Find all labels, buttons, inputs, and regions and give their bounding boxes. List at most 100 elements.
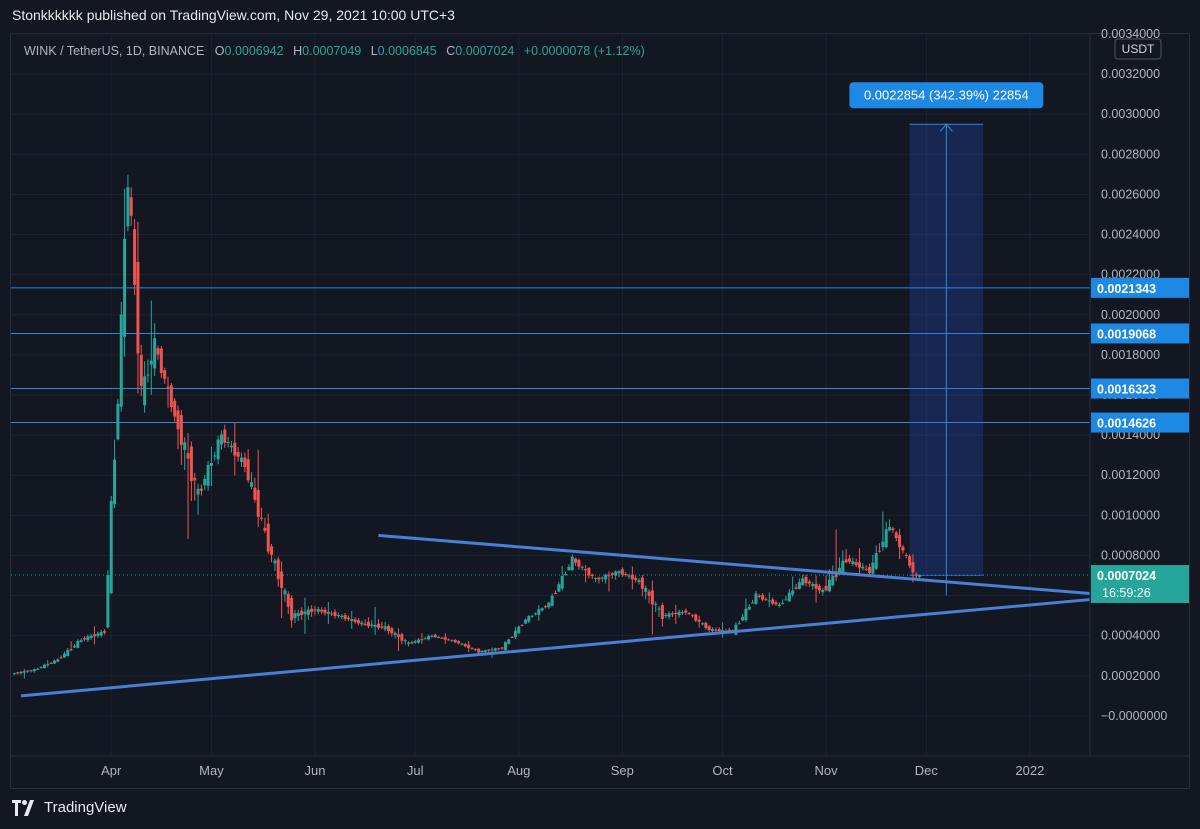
candle-body[interactable] <box>360 622 364 625</box>
candle-body[interactable] <box>580 566 584 568</box>
candle-body[interactable] <box>103 631 107 633</box>
candle-body[interactable] <box>477 648 481 653</box>
candle-body[interactable] <box>343 615 347 619</box>
candle-body[interactable] <box>767 600 771 602</box>
candle-body[interactable] <box>674 612 678 614</box>
candle-body[interactable] <box>116 403 120 440</box>
candle-body[interactable] <box>744 608 748 621</box>
candle-body[interactable] <box>229 445 233 448</box>
candle-body[interactable] <box>640 577 644 589</box>
candle-body[interactable] <box>894 532 898 539</box>
candle-body[interactable] <box>450 640 454 642</box>
candle-body[interactable] <box>119 314 123 407</box>
candle-body[interactable] <box>908 556 912 566</box>
candle-body[interactable] <box>543 606 547 608</box>
candle-body[interactable] <box>507 639 511 644</box>
candle-body[interactable] <box>223 429 227 443</box>
candle-body[interactable] <box>76 641 80 648</box>
candle-body[interactable] <box>286 593 290 607</box>
candle-body[interactable] <box>540 608 544 611</box>
candle-body[interactable] <box>594 578 598 580</box>
candle-body[interactable] <box>443 637 447 640</box>
candle-body[interactable] <box>871 562 875 574</box>
candle-body[interactable] <box>320 609 324 612</box>
candle-body[interactable] <box>707 626 711 631</box>
candle-body[interactable] <box>256 489 260 517</box>
candle-body[interactable] <box>690 615 694 617</box>
candle-body[interactable] <box>129 197 133 216</box>
candle-body[interactable] <box>630 574 634 580</box>
candle-body[interactable] <box>410 642 414 644</box>
candle-body[interactable] <box>500 647 504 649</box>
candle-body[interactable] <box>213 455 217 457</box>
candle-body[interactable] <box>764 599 768 601</box>
candle-body[interactable] <box>684 610 688 613</box>
candle-body[interactable] <box>373 625 377 627</box>
candle-body[interactable] <box>72 645 76 648</box>
candle-body[interactable] <box>824 585 828 591</box>
candle-body[interactable] <box>854 562 858 566</box>
candle-body[interactable] <box>650 590 654 605</box>
candle-body[interactable] <box>306 609 310 615</box>
candle-body[interactable] <box>216 439 220 460</box>
candle-body[interactable] <box>604 574 608 580</box>
candle-body[interactable] <box>12 673 16 675</box>
candle-body[interactable] <box>777 604 781 607</box>
candle-body[interactable] <box>527 616 531 622</box>
currency-label[interactable]: USDT <box>1122 42 1155 56</box>
candle-body[interactable] <box>326 611 330 614</box>
candle-body[interactable] <box>463 644 467 647</box>
candle-body[interactable] <box>473 649 477 651</box>
candle-body[interactable] <box>714 629 718 631</box>
candle-body[interactable] <box>761 595 765 600</box>
trendline[interactable] <box>378 533 1091 596</box>
candle-body[interactable] <box>163 370 167 379</box>
candle-body[interactable] <box>831 576 835 586</box>
candle-body[interactable] <box>203 478 207 486</box>
candle-body[interactable] <box>56 659 60 662</box>
candle-body[interactable] <box>146 374 150 376</box>
candle-body[interactable] <box>904 554 908 556</box>
candle-body[interactable] <box>700 623 704 625</box>
candle-body[interactable] <box>493 648 497 651</box>
candle-body[interactable] <box>914 574 918 576</box>
candle-body[interactable] <box>290 597 294 621</box>
candle-body[interactable] <box>219 434 223 445</box>
candle-body[interactable] <box>483 650 487 652</box>
candle-body[interactable] <box>440 637 444 639</box>
candle-body[interactable] <box>59 657 63 659</box>
candle-body[interactable] <box>226 441 230 443</box>
candle-body[interactable] <box>554 592 558 594</box>
candle-body[interactable] <box>390 628 394 634</box>
candle-body[interactable] <box>179 415 183 445</box>
candle-body[interactable] <box>283 590 287 595</box>
candle-body[interactable] <box>460 643 464 645</box>
candle-body[interactable] <box>276 559 280 580</box>
candle-body[interactable] <box>22 671 26 673</box>
candle-body[interactable] <box>330 613 334 615</box>
candle-body[interactable] <box>239 457 243 462</box>
candle-body[interactable] <box>807 581 811 584</box>
candle-body[interactable] <box>139 354 143 386</box>
candle-body[interactable] <box>413 641 417 643</box>
candle-body[interactable] <box>126 187 130 227</box>
candle-body[interactable] <box>19 671 23 674</box>
candle-body[interactable] <box>557 584 561 592</box>
candle-body[interactable] <box>861 566 865 569</box>
candle-body[interactable] <box>797 582 801 589</box>
candle-body[interactable] <box>260 517 264 519</box>
candle-body[interactable] <box>400 634 404 641</box>
candle-body[interactable] <box>737 623 741 625</box>
candle-body[interactable] <box>754 593 758 605</box>
candle-body[interactable] <box>470 648 474 650</box>
candle-body[interactable] <box>52 660 56 664</box>
candle-body[interactable] <box>617 571 621 574</box>
candle-body[interactable] <box>884 529 888 548</box>
candle-body[interactable] <box>600 577 604 579</box>
candle-body[interactable] <box>246 459 250 481</box>
candle-body[interactable] <box>670 613 674 615</box>
candle-body[interactable] <box>380 626 384 628</box>
candle-body[interactable] <box>620 569 624 575</box>
candle-body[interactable] <box>801 578 805 586</box>
candle-body[interactable] <box>523 619 527 624</box>
